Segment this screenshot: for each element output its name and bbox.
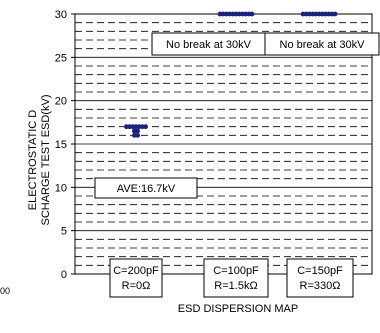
category-label: R=0Ω — [122, 280, 151, 292]
category-box — [286, 258, 354, 298]
data-point — [332, 11, 338, 17]
y-tick-label: 30 — [55, 9, 67, 21]
y-axis-title: ELECTROSTATIC DSCHARGE TEST ESD(kV) — [27, 94, 52, 225]
category-label: C=200pF — [113, 265, 159, 277]
y-tick-label: 10 — [55, 182, 67, 194]
data-point — [143, 124, 149, 130]
annotation-label: No break at 30kV — [166, 39, 252, 51]
category-label: C=100pF — [213, 265, 259, 277]
y-tick-label: 15 — [55, 139, 67, 151]
category-label: C=150pF — [297, 265, 343, 277]
y-axis-title-line: ELECTROSTATIC D — [27, 110, 39, 210]
y-tick-label: 0 — [61, 269, 67, 281]
y-tick-label: 5 — [61, 226, 67, 238]
category-box — [203, 258, 269, 298]
data-point — [135, 128, 141, 134]
annotation-box — [264, 32, 380, 56]
category-label: R=1.5kΩ — [214, 280, 257, 292]
y-axis-title-line: SCHARGE TEST ESD(kV) — [40, 94, 52, 225]
y-tick-label: 20 — [55, 96, 67, 108]
data-point — [249, 11, 255, 17]
chart-title: ESD DISPERSION MAP — [178, 303, 298, 315]
annotation-label: No break at 30kV — [280, 39, 366, 51]
y-tick-label: 25 — [55, 52, 67, 64]
annotation-box — [94, 177, 198, 199]
category-box — [109, 258, 163, 298]
cropped-tick-label: 00 — [0, 286, 11, 296]
category-label: R=330Ω — [300, 280, 341, 292]
data-point — [135, 132, 141, 138]
annotation-label: AVE:16.7kV — [117, 183, 176, 195]
